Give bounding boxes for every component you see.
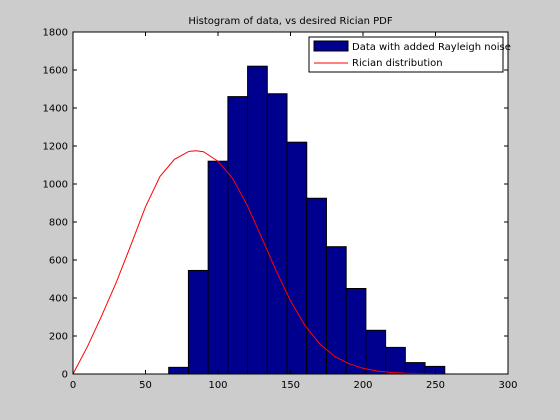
- y-tick-label: 1800: [43, 28, 68, 39]
- y-tick-label: 1200: [43, 142, 68, 153]
- histogram-bar: [286, 141, 308, 375]
- y-tick-label: 600: [49, 256, 68, 267]
- histogram-bar: [207, 160, 229, 375]
- histogram-bar: [227, 96, 249, 375]
- histogram-bars: [168, 65, 446, 375]
- x-axis: 0 50 100 150 200 250 300: [70, 32, 518, 391]
- histogram-bar: [168, 366, 189, 375]
- legend-swatch-histogram: [313, 40, 349, 52]
- y-tick-label: 1000: [43, 180, 68, 191]
- y-tick-label: 800: [49, 218, 68, 229]
- x-tick-label: 250: [426, 380, 445, 391]
- histogram-bar: [247, 65, 268, 375]
- y-tick-label: 1600: [43, 66, 68, 77]
- x-tick-label: 50: [139, 380, 152, 391]
- x-tick-label: 100: [208, 380, 227, 391]
- y-tick-label: 1400: [43, 104, 68, 115]
- histogram-bar: [266, 93, 288, 375]
- y-tick-label: 400: [49, 294, 68, 305]
- legend: Data with added Rayleigh noise Rician di…: [308, 36, 511, 73]
- histogram-bar: [385, 346, 406, 375]
- y-axis: 0 200 400 600 800 1000 1200 1400 1600 1800: [43, 28, 508, 381]
- histogram-bar: [345, 288, 367, 375]
- x-tick-label: 0: [70, 380, 76, 391]
- x-tick-label: 150: [281, 380, 300, 391]
- x-tick-label: 300: [498, 380, 517, 391]
- histogram-bar: [187, 269, 209, 375]
- histogram-bar: [325, 246, 347, 375]
- rician-curve: [72, 150, 508, 375]
- histogram-bar: [404, 362, 426, 375]
- chart-title: Histogram of data, vs desired Rician PDF: [188, 16, 392, 27]
- y-tick-label: 200: [49, 332, 68, 343]
- y-tick-label: 0: [62, 370, 68, 381]
- legend-label-rician: Rician distribution: [352, 58, 443, 69]
- histogram-bar: [424, 365, 446, 375]
- histogram-bar: [365, 329, 387, 375]
- legend-label-histogram: Data with added Rayleigh noise: [352, 42, 511, 53]
- x-tick-label: 200: [353, 380, 372, 391]
